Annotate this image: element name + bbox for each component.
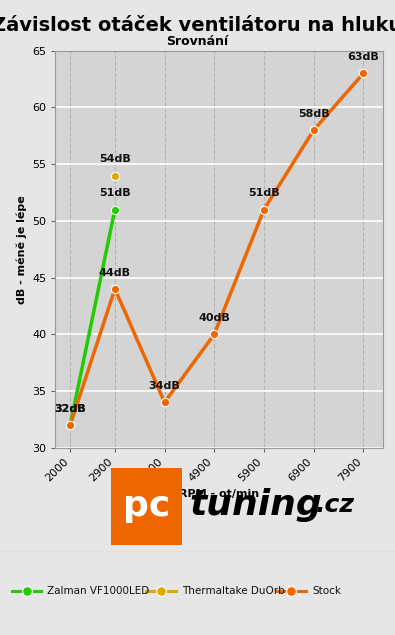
Text: 44dB: 44dB <box>99 267 131 277</box>
Text: Srovnání: Srovnání <box>166 35 229 48</box>
Text: .cz: .cz <box>316 493 355 516</box>
Text: 54dB: 54dB <box>99 154 131 164</box>
Text: 32dB: 32dB <box>55 404 86 413</box>
Text: Závislost otáček ventilátoru na hluku: Závislost otáček ventilátoru na hluku <box>0 16 395 35</box>
X-axis label: RPM - ot/min: RPM - ot/min <box>179 490 259 499</box>
Text: 34dB: 34dB <box>149 381 181 391</box>
Text: Zalman VF1000LED: Zalman VF1000LED <box>47 586 150 596</box>
Text: tuning: tuning <box>190 488 322 521</box>
Text: 32dB: 32dB <box>55 404 86 413</box>
Text: 58dB: 58dB <box>298 109 329 119</box>
Text: pc: pc <box>122 490 170 523</box>
Text: 51dB: 51dB <box>99 188 131 198</box>
Bar <box>111 468 182 545</box>
Text: 40dB: 40dB <box>198 313 230 323</box>
Y-axis label: dB - méně je lépe: dB - méně je lépe <box>16 195 26 304</box>
Text: 63dB: 63dB <box>348 52 379 62</box>
Text: Thermaltake DuOrb: Thermaltake DuOrb <box>182 586 284 596</box>
Text: 51dB: 51dB <box>248 188 280 198</box>
Text: Stock: Stock <box>312 586 341 596</box>
